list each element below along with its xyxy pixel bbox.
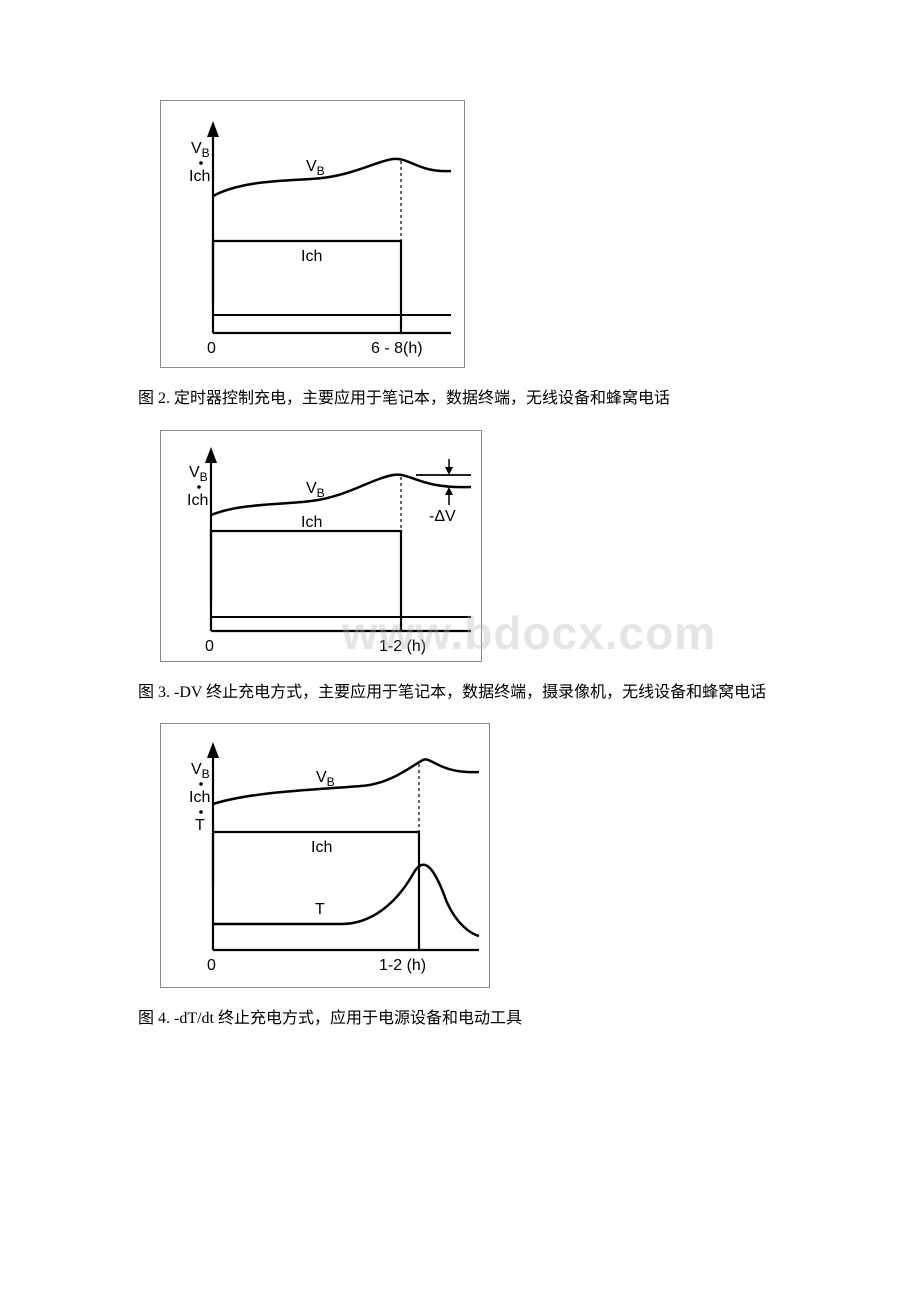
fig4-curve-label: VB — [316, 769, 335, 789]
fig4-step-label: Ich — [311, 839, 332, 856]
figure-4-chart: VB Ich T VB Ich T 0 1-2 (h) — [160, 723, 490, 988]
figure-2-block: VB Ich VB Ich 0 6 - 8(h) 图 2. 定时器控制充电，主要… — [90, 100, 830, 412]
figure-3-block: VB Ich VB Ich -ΔV 0 1-2 (h) www.bdocx.co… — [90, 430, 830, 706]
fig3-delta-label: -ΔV — [429, 508, 456, 525]
fig2-origin: 0 — [207, 340, 216, 357]
figure-4-caption: 图 4. -dT/dt 终止充电方式，应用于电源设备和电动工具 — [90, 1006, 830, 1032]
fig3-origin: 0 — [205, 638, 214, 655]
fig2-curve-label: VB — [306, 158, 325, 178]
figure-2-caption: 图 2. 定时器控制充电，主要应用于笔记本，数据终端，无线设备和蜂窝电话 — [90, 386, 830, 412]
fig3-curve-label: VB — [306, 480, 325, 500]
fig3-xlabel: 1-2 (h) — [379, 638, 426, 655]
fig3-step-label: Ich — [301, 514, 322, 531]
figure-4-block: VB Ich T VB Ich T 0 1-2 (h) 图 4. -dT/dt … — [90, 723, 830, 1032]
fig4-ylabel-t: T — [195, 817, 205, 834]
fig3-ylabel-ich: Ich — [187, 492, 208, 509]
figure-2-chart: VB Ich VB Ich 0 6 - 8(h) — [160, 100, 465, 368]
figure-3-chart: VB Ich VB Ich -ΔV 0 1-2 (h) www.bdocx.co… — [160, 430, 482, 662]
fig2-step-label: Ich — [301, 248, 322, 265]
fig4-temp-label: T — [315, 901, 325, 918]
fig2-ylabel-ich: Ich — [189, 168, 210, 185]
fig4-origin: 0 — [207, 957, 216, 974]
fig2-ylabel-vb: VB — [191, 140, 210, 160]
fig3-ylabel-vb: VB — [189, 464, 208, 484]
fig4-ylabel-vb: VB — [191, 761, 210, 781]
fig4-xlabel: 1-2 (h) — [379, 957, 426, 974]
fig4-ylabel-ich: Ich — [189, 789, 210, 806]
fig2-xlabel: 6 - 8(h) — [371, 340, 423, 357]
figure-3-caption: 图 3. -DV 终止充电方式，主要应用于笔记本，数据终端，摄录像机，无线设备和… — [90, 680, 830, 706]
